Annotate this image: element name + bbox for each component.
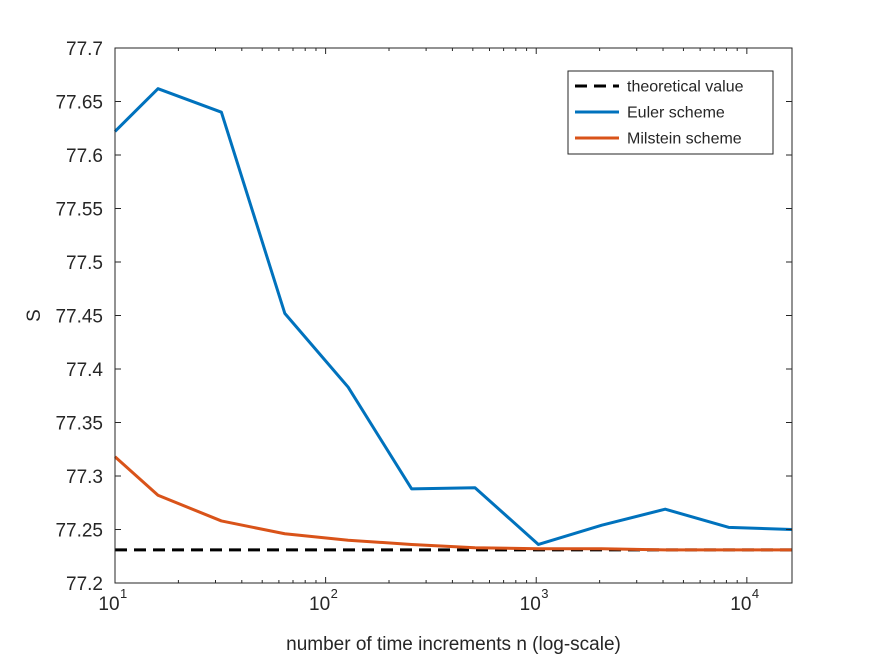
y-tick-label: 77.55 [55,200,103,221]
legend: theoretical value Euler scheme Milstein … [567,70,774,155]
y-tick-label: 77.4 [66,360,103,381]
y-tick-label: 77.45 [55,307,103,328]
y-tick-label: 77.7 [66,39,103,60]
x-tick-label: 10 [520,594,541,615]
y-tick-label: 77.65 [55,93,103,114]
legend-label-theoretical-value: theoretical value [627,79,744,96]
y-tick-label: 77.25 [55,521,103,542]
y-axis-label: S [24,309,45,322]
legend-label-euler-scheme: Euler scheme [627,105,725,122]
x-tick-label-exponent: 3 [541,586,548,601]
x-tick-label-exponent: 1 [120,586,127,601]
y-tick-label: 77.3 [66,467,103,488]
x-tick-label: 10 [98,594,119,615]
series-layer [113,87,793,552]
y-tick-label: 77.6 [66,146,103,167]
x-tick-label-exponent: 4 [752,586,759,601]
y-tick-label: 77.35 [55,414,103,435]
y-tick-label: 77.2 [66,574,103,595]
series-line-milstein-scheme [113,455,792,552]
y-tick-label: 77.5 [66,253,103,274]
x-tick-label: 10 [309,594,330,615]
series-line-euler-scheme [113,87,793,546]
x-tick-label: 10 [730,594,751,615]
x-axis-label: number of time increments n (log-scale) [286,634,621,655]
legend-label-milstein-scheme: Milstein scheme [627,131,742,148]
ticks-layer: 10110210310477.277.2577.377.3577.477.457… [55,39,792,615]
x-tick-label-exponent: 2 [331,586,338,601]
